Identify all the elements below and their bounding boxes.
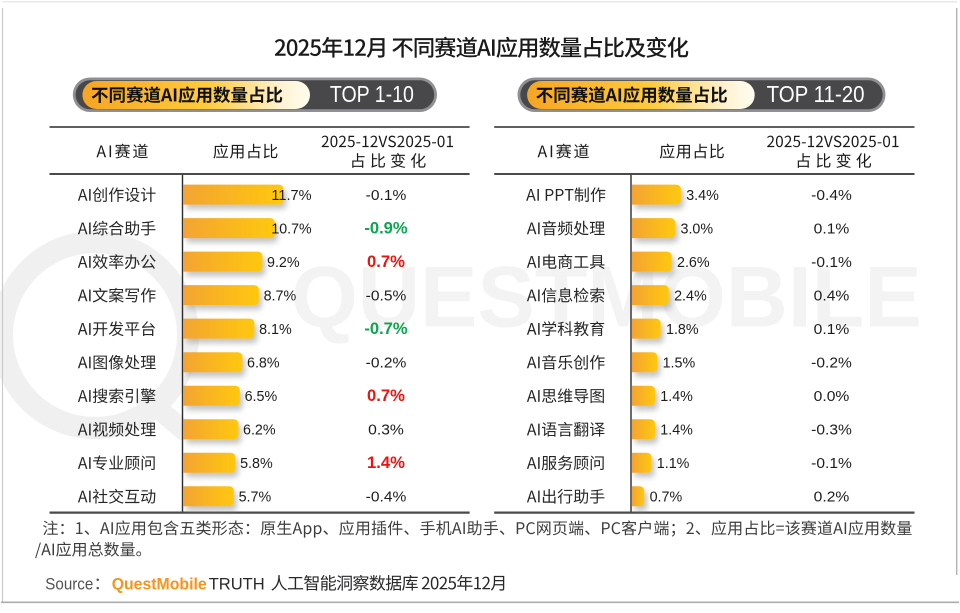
svg-text:1.4%: 1.4%	[660, 388, 693, 405]
svg-text:0.1%: 0.1%	[814, 220, 850, 237]
svg-text:Source: Source	[45, 574, 93, 593]
svg-text:11.7%: 11.7%	[271, 187, 311, 204]
svg-text:-0.7%: -0.7%	[364, 320, 408, 338]
svg-text:8.7%: 8.7%	[264, 287, 297, 304]
svg-text:1.4%: 1.4%	[660, 421, 693, 438]
svg-text:5.7%: 5.7%	[239, 488, 272, 505]
svg-text:1.5%: 1.5%	[663, 354, 696, 371]
svg-text:-0.5%: -0.5%	[366, 287, 407, 304]
svg-text:5.8%: 5.8%	[240, 455, 273, 472]
svg-text:-0.9%: -0.9%	[364, 219, 408, 237]
svg-text:-0.1%: -0.1%	[811, 254, 852, 271]
svg-text:TOP 1-10: TOP 1-10	[330, 81, 414, 107]
svg-text:-0.2%: -0.2%	[366, 354, 407, 371]
svg-text:2.6%: 2.6%	[677, 254, 710, 271]
svg-text:0.2%: 0.2%	[814, 488, 850, 505]
svg-text:1.8%: 1.8%	[666, 321, 699, 338]
svg-text:0.7%: 0.7%	[367, 253, 405, 271]
svg-text:TOP 11-20: TOP 11-20	[767, 81, 865, 107]
svg-text:-0.4%: -0.4%	[366, 488, 407, 505]
svg-text:1.4%: 1.4%	[367, 454, 405, 472]
svg-text:8.1%: 8.1%	[259, 321, 292, 338]
svg-text:-0.1%: -0.1%	[366, 187, 407, 204]
svg-text:0.7%: 0.7%	[367, 387, 405, 405]
svg-text:QuestMobile: QuestMobile	[112, 574, 207, 593]
svg-text:6.2%: 6.2%	[243, 421, 276, 438]
svg-text:-0.4%: -0.4%	[811, 187, 852, 204]
svg-text:10.7%: 10.7%	[271, 220, 311, 237]
svg-text:1.1%: 1.1%	[657, 455, 690, 472]
svg-text:6.8%: 6.8%	[247, 354, 280, 371]
svg-text:QUESTMOBILE: QUESTMOBILE	[291, 250, 922, 346]
svg-text:3.0%: 3.0%	[681, 220, 714, 237]
svg-text:9.2%: 9.2%	[267, 254, 300, 271]
svg-text:TRUTH: TRUTH	[209, 574, 265, 593]
svg-text:0.0%: 0.0%	[814, 388, 850, 405]
svg-text:0.3%: 0.3%	[368, 421, 404, 438]
svg-text:2.4%: 2.4%	[674, 287, 707, 304]
svg-text:0.7%: 0.7%	[650, 488, 683, 505]
svg-text:6.5%: 6.5%	[245, 388, 278, 405]
svg-text:-0.3%: -0.3%	[811, 421, 852, 438]
svg-text:0.4%: 0.4%	[814, 287, 850, 304]
svg-text:-0.1%: -0.1%	[811, 455, 852, 472]
svg-text:-0.2%: -0.2%	[811, 354, 852, 371]
svg-text:0.1%: 0.1%	[814, 321, 850, 338]
svg-text:3.4%: 3.4%	[686, 187, 719, 204]
